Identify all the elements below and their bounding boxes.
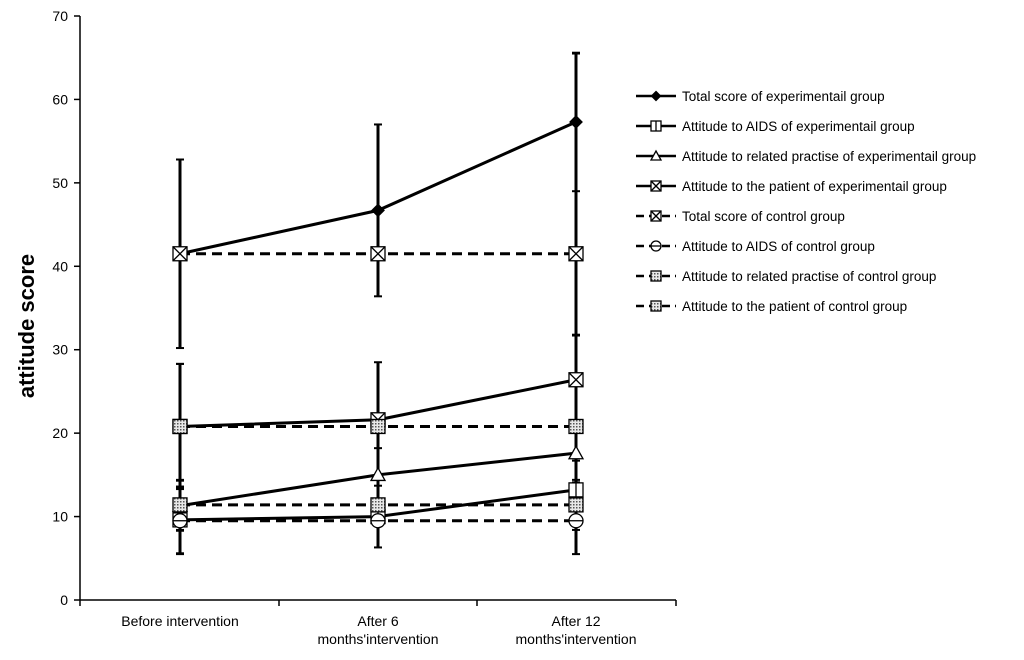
legend-item: Attitude to related practise of control … xyxy=(636,269,936,284)
legend-item: Attitude to AIDS of experimentail group xyxy=(636,119,915,134)
marker-circle xyxy=(172,513,188,529)
marker-square-dotted xyxy=(650,300,662,312)
y-tick-label: 50 xyxy=(52,175,68,191)
marker-triangle xyxy=(369,466,387,482)
marker-square-bar xyxy=(568,482,584,498)
marker-diamond-shape xyxy=(650,90,662,102)
marker-square-dotted xyxy=(568,497,584,513)
marker-square-dotted xyxy=(370,497,386,513)
marker-x-line xyxy=(370,246,386,262)
y-tick-label: 70 xyxy=(52,8,68,24)
y-tick-label: 20 xyxy=(52,425,68,441)
marker-square-dot xyxy=(650,270,662,282)
marker-circle xyxy=(370,513,386,529)
legend-label: Attitude to related practise of experime… xyxy=(682,149,976,164)
marker-diamond xyxy=(569,115,583,129)
marker-square-x xyxy=(568,372,584,388)
marker-square-x xyxy=(370,246,386,262)
x-category-label: After 6 xyxy=(357,613,398,629)
y-tick-label: 30 xyxy=(52,342,68,358)
marker-triangle-shape xyxy=(369,466,387,482)
marker-square-bar xyxy=(650,120,662,132)
marker-diamond xyxy=(371,203,385,218)
marker-square-dot xyxy=(172,497,188,513)
marker-x-line xyxy=(568,372,584,388)
marker-x-line xyxy=(650,180,662,192)
plot-area xyxy=(171,51,585,556)
x-category-label: After 12 xyxy=(551,613,600,629)
x-category-label-line2: months'intervention xyxy=(318,631,439,647)
y-tick-label: 60 xyxy=(52,91,68,107)
legend-item: Attitude to the patient of control group xyxy=(636,299,907,314)
legend-item: Attitude to AIDS of control group xyxy=(636,239,875,254)
y-axis-title: attitude score xyxy=(14,254,39,398)
marker-square-x xyxy=(568,246,584,262)
marker-x-line xyxy=(568,246,584,262)
marker-square-dotted xyxy=(172,497,188,513)
marker-circle xyxy=(568,513,584,529)
legend-label: Attitude to the patient of experimentail… xyxy=(682,179,947,194)
marker-circle xyxy=(650,240,662,252)
marker-square-dotted xyxy=(370,418,386,435)
marker-square-dot xyxy=(568,497,584,513)
marker-square-dot xyxy=(370,418,386,435)
legend-label: Attitude to the patient of control group xyxy=(682,299,907,314)
axes: 0 10 20 30 40 50 60 70 Before intervention After … xyxy=(14,8,677,647)
marker-triangle xyxy=(567,444,585,460)
legend-item: Total score of control group xyxy=(636,209,845,224)
marker-triangle xyxy=(649,149,663,161)
legend-item: Attitude to related practise of experime… xyxy=(636,149,976,164)
marker-square-dot xyxy=(568,418,584,435)
marker-triangle-shape xyxy=(567,444,585,460)
marker-square-dot xyxy=(650,300,662,312)
marker-triangle-shape xyxy=(649,149,663,161)
x-category-label: Before intervention xyxy=(121,613,239,629)
legend-item: Total score of experimentail group xyxy=(636,89,885,104)
marker-square-dotted xyxy=(568,418,584,435)
legend-label: Total score of experimentail group xyxy=(682,89,885,104)
y-tick-label: 0 xyxy=(60,592,68,608)
marker-square-x xyxy=(650,180,662,192)
x-category-label-line2: months'intervention xyxy=(516,631,637,647)
marker-square-dot xyxy=(370,497,386,513)
legend-label: Attitude to AIDS of experimentail group xyxy=(682,119,915,134)
marker-x-line xyxy=(172,246,188,262)
legend-label: Total score of control group xyxy=(682,209,845,224)
legend-label: Attitude to AIDS of control group xyxy=(682,239,875,254)
marker-square-x xyxy=(650,210,662,222)
marker-square-x xyxy=(172,246,188,262)
legend-label: Attitude to related practise of control … xyxy=(682,269,936,284)
marker-square-dotted xyxy=(172,418,188,435)
marker-diamond-shape xyxy=(569,115,583,129)
legend: Total score of experimentail group Attitu… xyxy=(636,89,976,314)
y-tick-label: 40 xyxy=(52,258,68,274)
marker-square-dotted xyxy=(650,270,662,282)
marker-diamond xyxy=(650,90,662,102)
marker-square-dot xyxy=(172,418,188,435)
legend-item: Attitude to the patient of experimentail… xyxy=(636,179,947,194)
marker-x-line xyxy=(650,210,662,222)
y-tick-label: 10 xyxy=(52,509,68,525)
marker-diamond-shape xyxy=(371,203,385,218)
